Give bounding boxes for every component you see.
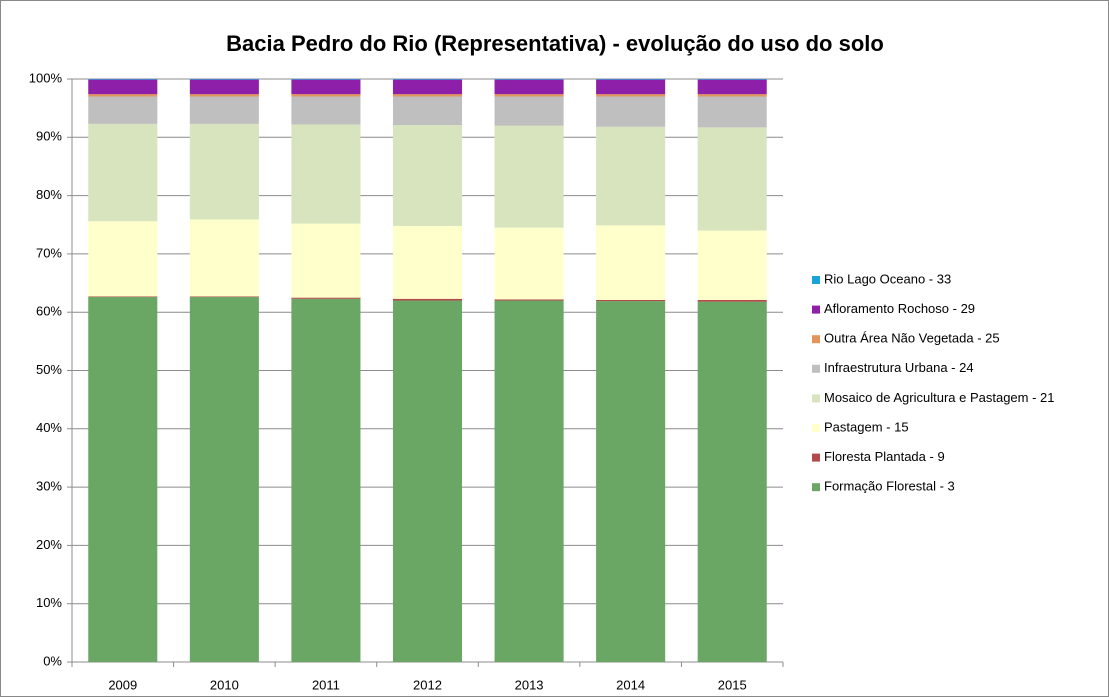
y-tick-label: 90% xyxy=(36,129,62,144)
bar-segment xyxy=(392,125,463,226)
bar-segment xyxy=(596,225,666,300)
bar-segment xyxy=(494,79,564,95)
bar-segment xyxy=(88,79,158,80)
bar-segment xyxy=(189,297,259,662)
y-tick-label: 0% xyxy=(43,653,62,668)
x-tick-label: 2012 xyxy=(413,677,442,692)
bar-segment xyxy=(88,94,158,97)
x-tick-label: 2014 xyxy=(616,677,645,692)
y-tick-label: 70% xyxy=(36,245,62,260)
legend-marker xyxy=(812,424,820,432)
legend-label: Floresta Plantada - 9 xyxy=(824,449,945,464)
bar-segment xyxy=(88,296,158,298)
x-tick-label: 2010 xyxy=(210,677,239,692)
y-tick-label: 80% xyxy=(36,187,62,202)
legend-label: Outra Área Não Vegetada - 25 xyxy=(824,331,1000,346)
legend-marker xyxy=(812,364,820,373)
x-tick-label: 2015 xyxy=(718,677,747,692)
bar-segment xyxy=(189,123,259,220)
legend-label: Rio Lago Oceano - 33 xyxy=(824,271,951,286)
bar-segment xyxy=(392,79,463,80)
legend-label: Afloramento Rochoso - 29 xyxy=(824,301,975,316)
bar-segment xyxy=(291,124,361,224)
legend-label: Mosaico de Agricultura e Pastagem - 21 xyxy=(824,390,1055,405)
bar-segment xyxy=(494,125,564,228)
bar-segment xyxy=(494,79,564,80)
bar-segment xyxy=(697,299,767,302)
legend-marker xyxy=(812,394,820,403)
bar-segment xyxy=(697,94,767,97)
y-tick-label: 40% xyxy=(36,420,62,435)
bar-segment xyxy=(189,296,259,298)
bar-segment xyxy=(392,300,463,662)
bar-segment xyxy=(596,96,666,127)
bar-segment xyxy=(697,79,767,80)
bar-segment xyxy=(697,301,767,662)
legend-marker xyxy=(812,335,820,344)
bar-segment xyxy=(596,301,666,662)
bar-segment xyxy=(88,123,158,222)
bar-segment xyxy=(596,94,666,97)
legend-label: Infraestrutura Urbana - 24 xyxy=(824,360,974,375)
bar-segment xyxy=(494,94,564,97)
bar-segment xyxy=(596,299,666,302)
legend-marker xyxy=(812,305,820,314)
bar-segment xyxy=(291,79,361,80)
y-tick-label: 20% xyxy=(36,537,62,552)
bar-segment xyxy=(189,94,259,97)
bar-segment xyxy=(88,96,158,124)
bar-segment xyxy=(291,223,361,298)
bar-segment xyxy=(596,126,666,226)
bar-segment xyxy=(697,79,767,95)
bar-segment xyxy=(189,96,259,124)
bar-segment xyxy=(291,297,361,299)
bar-segment xyxy=(291,94,361,97)
x-tick-label: 2013 xyxy=(515,677,544,692)
bar-segment xyxy=(189,79,259,95)
bar-segment xyxy=(494,299,564,301)
bar-segment xyxy=(291,96,361,125)
x-tick-label: 2011 xyxy=(312,677,340,692)
legend-marker xyxy=(812,483,820,492)
bar-segment xyxy=(291,79,361,95)
chart-title: Bacia Pedro do Rio (Representativa) - ev… xyxy=(226,31,884,56)
bar-segment xyxy=(596,79,666,95)
bar-segment xyxy=(392,94,463,97)
x-tick-label: 2009 xyxy=(108,677,137,692)
bar-segment xyxy=(392,96,463,126)
bar-segment xyxy=(392,298,463,301)
bar-segment xyxy=(494,96,564,126)
bar-segment xyxy=(189,79,259,80)
bar-segment xyxy=(189,219,259,297)
bar-segment xyxy=(392,225,463,299)
bar-segment xyxy=(697,127,767,231)
bar-segment xyxy=(494,227,564,300)
legend-label: Formação Florestal - 3 xyxy=(824,479,955,494)
bar-segment xyxy=(697,230,767,300)
y-tick-label: 10% xyxy=(36,595,62,610)
bar-segment xyxy=(494,300,564,662)
legend-label: Pastagem - 15 xyxy=(824,419,909,434)
legend-marker xyxy=(812,276,820,284)
y-tick-label: 100% xyxy=(29,70,63,85)
bar-segment xyxy=(291,298,361,662)
bar-segment xyxy=(88,79,158,95)
legend-marker xyxy=(812,453,820,462)
y-tick-label: 50% xyxy=(36,362,62,377)
bar-segment xyxy=(88,221,158,297)
y-tick-label: 60% xyxy=(36,304,62,319)
bar-segment xyxy=(392,79,463,95)
bar-segment xyxy=(697,96,767,128)
bar-segment xyxy=(596,79,666,80)
y-tick-label: 30% xyxy=(36,479,62,494)
bar-segment xyxy=(88,297,158,662)
